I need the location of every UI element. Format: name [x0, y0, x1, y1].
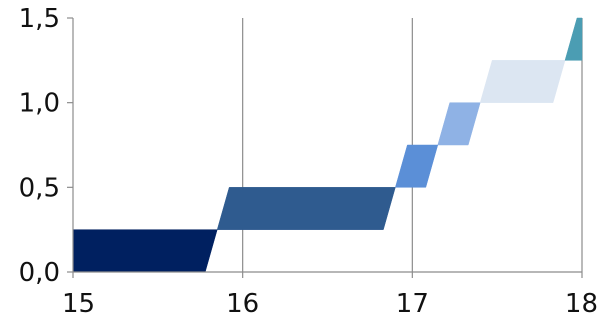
range-bar-5 [479, 60, 566, 103]
range-bar-4 [437, 102, 481, 146]
y-tick-label: 0,0 [19, 258, 60, 288]
y-tick-label: 1,5 [19, 4, 60, 34]
x-tick-label: 17 [396, 289, 429, 319]
range-bar-3 [395, 144, 439, 188]
axes-layer [67, 17, 583, 278]
x-tick-label: 18 [565, 289, 598, 319]
bars-layer [72, 17, 583, 273]
range-bar-1 [72, 229, 218, 273]
labels-layer: 0,0 0,5 1,0 1,5 15 16 17 18 [19, 4, 598, 319]
x-tick-label: 16 [226, 289, 259, 319]
y-tick-label: 1,0 [19, 89, 60, 119]
range-bar-2 [216, 187, 396, 230]
range-bar-6 [564, 17, 583, 61]
y-tick-label: 0,5 [19, 173, 60, 203]
x-tick-label: 15 [62, 289, 95, 319]
